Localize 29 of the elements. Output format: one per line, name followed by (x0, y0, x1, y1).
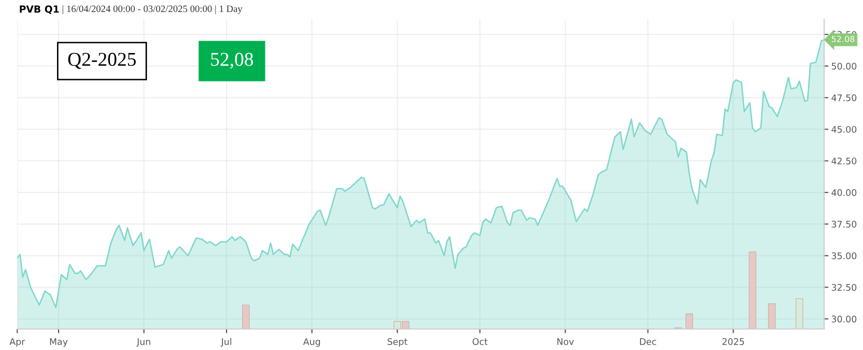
x-tick-label: Aug (303, 338, 320, 347)
y-tick-label: 32.50 (832, 284, 856, 291)
bar (796, 298, 804, 329)
bar (748, 252, 756, 329)
y-tick-label: 35.00 (832, 252, 856, 260)
x-tick-label: 2025 (722, 338, 744, 346)
x-tick-label: Jun (136, 338, 150, 347)
bar (686, 314, 693, 329)
x-tick-label: Oct (472, 338, 488, 346)
y-tick-label: 42.50 (832, 158, 856, 164)
chart-subtitle: | 16/04/2024 00:00 - 03/02/2025 00:00 | 1 Day (62, 5, 242, 14)
y-tick-label: 45.00 (832, 126, 856, 133)
chart-title: PVB Q1 (20, 5, 59, 14)
y-tick-label: 47.50 (832, 94, 856, 102)
y-tick-label: 37.50 (832, 220, 856, 228)
y-tick-label: 40.00 (832, 189, 856, 196)
y-tick-label: 50.00 (832, 62, 856, 70)
annotation: 52.08 (832, 36, 854, 42)
bar (242, 304, 250, 329)
y-tick-label: 30.00 (832, 316, 856, 322)
x-tick-label: Dec (640, 338, 656, 346)
x-tick-label: May (50, 338, 68, 347)
annotation: Q2-2025 (68, 52, 136, 69)
x-tick-label: Sept (388, 338, 408, 347)
bar (768, 303, 776, 329)
x-tick-label: Apr (10, 338, 26, 347)
x-tick-label: Nov (557, 338, 574, 346)
annotation: 52,08 (211, 52, 254, 69)
x-tick-label: Jul (220, 338, 232, 347)
